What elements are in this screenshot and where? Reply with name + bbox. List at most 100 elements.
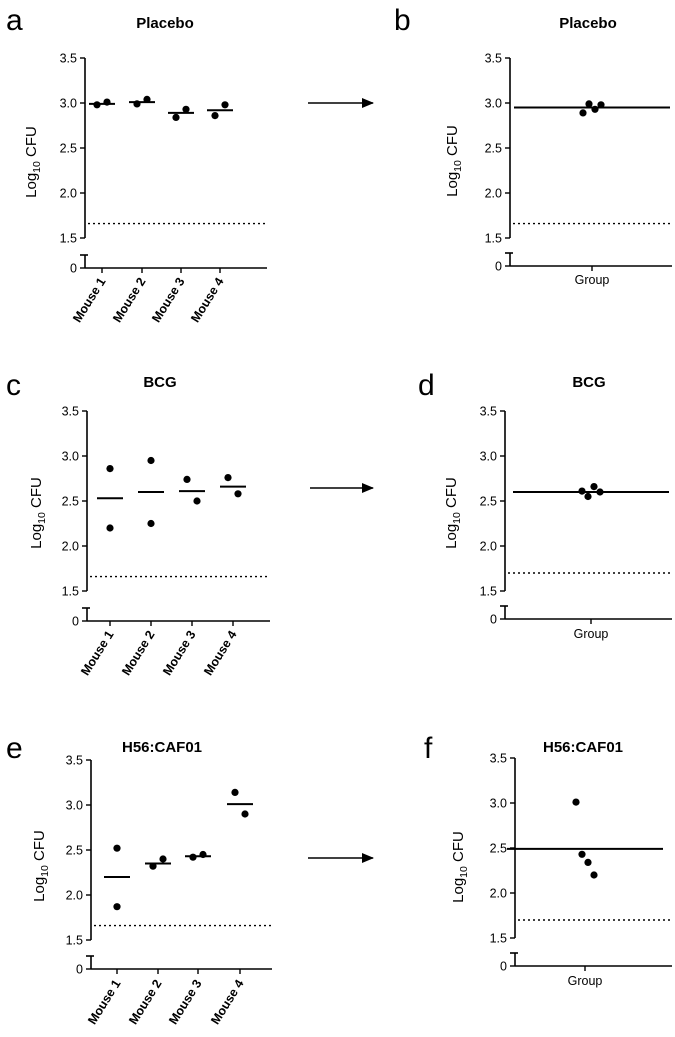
y-tick-label: 1.5 [66,934,83,948]
panel-letter: d [418,369,435,402]
y-axis-label-unit: CFU [444,125,461,160]
y-axis-label-subscript: 10 [458,866,470,878]
data-point [579,109,587,117]
panel-letter: e [6,732,23,765]
panel-b: b Placebo Log10 CFU 0 1.5 2.0 2.5 3.0 3.5 Group [394,4,672,287]
y-tick-label: 2.5 [62,495,79,509]
y-tick-label: 2.0 [60,187,77,201]
data-point [590,483,598,491]
data-point [241,810,249,818]
data-point [159,855,167,863]
y-tick-label: 3.5 [490,752,507,766]
x-category-label: Mouse 1 [85,977,123,1027]
data-point [578,850,586,858]
y-axis-label-subscript: 10 [36,512,48,524]
data-point [106,465,114,473]
chart-title: Placebo [559,15,617,32]
x-category-label: Mouse 3 [149,275,187,325]
y-axis-label-main: Log [444,172,461,197]
x-category-label: Group [575,273,610,287]
data-point [221,101,229,109]
y-axis-label-unit: CFU [23,126,40,161]
data-point [590,871,598,879]
y-tick-label: 0 [72,615,79,629]
y-axis-label-unit: CFU [443,477,460,512]
x-category-label: Mouse 3 [160,628,198,678]
y-tick-label: 3.0 [66,799,83,813]
data-point [147,456,155,465]
data-point [103,98,111,106]
data-point [224,474,232,482]
panel-letter: f [424,732,433,765]
y-tick-label: 2.5 [485,142,502,156]
panel-f: f H56:CAF01 Log10 CFU 0 1.5 2.0 2.5 3.0 3.5 Group [424,732,672,988]
x-category-label: Mouse 1 [70,275,108,325]
x-category-label: Mouse 4 [188,275,226,325]
panel-letter: a [6,4,23,37]
y-tick-label: 3.5 [485,52,502,66]
y-tick-label: 2.5 [60,142,77,156]
panel-letter: c [6,369,21,402]
data-point [199,850,207,859]
y-tick-label: 2.0 [485,187,502,201]
y-tick-label: 3.5 [62,405,79,419]
y-axis-label: Log10 CFU [23,126,43,198]
y-tick-label: 3.0 [60,97,77,111]
y-tick-label: 3.0 [62,450,79,464]
y-tick-label: 1.5 [485,232,502,246]
y-tick-label: 2.0 [490,887,507,901]
y-axis-label: Log10 CFU [443,477,463,549]
data-point [596,488,604,496]
y-tick-label: 1.5 [490,932,507,946]
y-axis-label: Log10 CFU [28,477,48,549]
y-axis-label-main: Log [23,173,40,198]
data-point [591,105,599,113]
data-point [113,903,121,911]
transition-arrows [308,98,374,863]
x-category-label: Mouse 4 [208,977,246,1027]
y-axis-label-main: Log [450,878,467,903]
y-tick-label: 0 [70,262,77,276]
y-tick-label: 3.5 [66,754,83,768]
y-axis-label-main: Log [28,524,45,549]
x-category-label: Mouse 1 [78,628,116,678]
data-point [143,95,151,103]
y-axis-label-subscript: 10 [31,161,43,173]
y-tick-label: 0 [500,960,507,974]
x-category-label: Mouse 2 [126,977,164,1027]
y-tick-label: 0 [490,613,497,627]
data-point [193,497,201,505]
data-point [93,101,101,109]
y-tick-label: 2.0 [66,889,83,903]
data-point [572,798,580,806]
panel-letter: b [394,4,411,37]
chart-title: H56:CAF01 [122,739,202,756]
data-point [585,100,593,108]
y-axis-label-subscript: 10 [39,865,51,877]
y-tick-label: 0 [76,963,83,977]
data-point [147,519,155,528]
data-point [183,475,191,483]
data-point [211,112,219,120]
chart-title: BCG [143,374,176,391]
data-point [133,100,141,108]
y-tick-label: 0 [495,260,502,274]
y-tick-label: 3.5 [480,405,497,419]
data-point [182,105,190,113]
y-tick-label: 1.5 [60,232,77,246]
x-category-label: Mouse 4 [201,628,239,678]
panel-e: e H56:CAF01 Log10 CFU 0 1.5 2.0 2.5 3.0 3.5 Mouse… [6,732,272,1027]
y-axis-label: Log10 CFU [450,831,470,903]
y-tick-label: 3.0 [490,797,507,811]
y-tick-label: 2.5 [490,842,507,856]
y-tick-label: 3.0 [480,450,497,464]
data-point [597,101,605,109]
data-point [584,858,592,867]
data-point [172,113,180,121]
y-axis-label-main: Log [443,524,460,549]
x-category-label: Group [574,627,609,641]
y-axis-label-unit: CFU [450,831,467,866]
x-category-label: Group [568,974,603,988]
chart-title: BCG [572,374,605,391]
